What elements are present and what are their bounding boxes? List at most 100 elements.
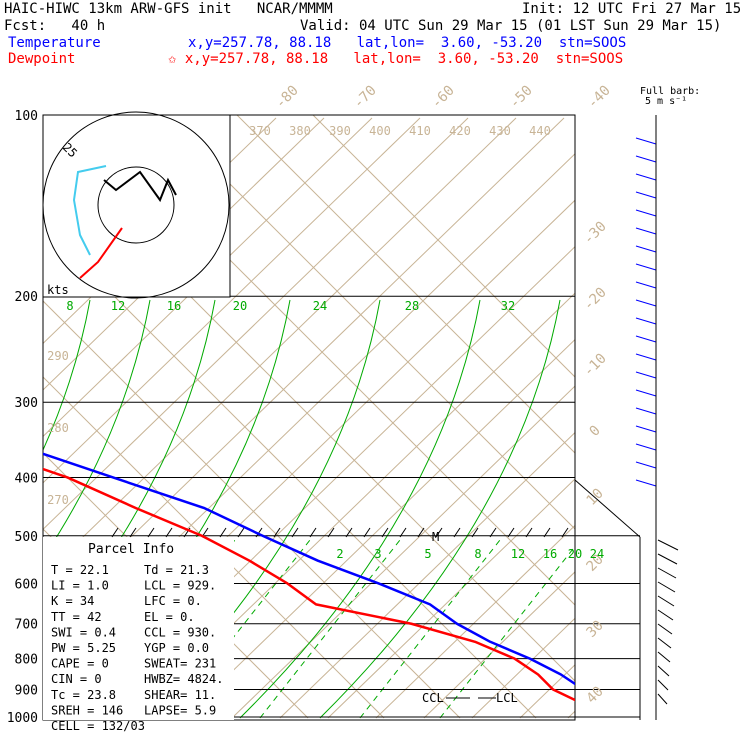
hatch-mark bbox=[291, 527, 299, 538]
mixing-ratio-label: 8 bbox=[474, 547, 481, 561]
wind-barb-flag bbox=[635, 479, 657, 487]
pressure-tick-label: 900 bbox=[15, 683, 38, 698]
hatch-mark bbox=[543, 527, 551, 538]
hatch-mark bbox=[561, 527, 569, 538]
valid-time: Valid: 04 UTC Sun 29 Mar 15 (01 LST Sun … bbox=[300, 18, 722, 34]
isotherm-label: 40 bbox=[584, 684, 607, 707]
dry-adiabat-line bbox=[664, 118, 740, 718]
wind-barb-flag bbox=[635, 389, 657, 397]
mixing-ratio-line bbox=[43, 299, 216, 646]
hatch-mark bbox=[345, 527, 353, 538]
wind-barb-flag bbox=[635, 371, 657, 379]
hatch-mark bbox=[453, 527, 461, 538]
hatch-mark bbox=[507, 527, 515, 538]
parcel-info-box bbox=[43, 537, 234, 720]
hatch-mark bbox=[381, 527, 389, 538]
wind-barb-flag bbox=[635, 191, 657, 199]
mixing-ratio-dashed bbox=[439, 545, 575, 719]
theta-label: 440 bbox=[529, 124, 551, 138]
wind-barb-flag bbox=[657, 623, 673, 635]
wind-barb-flag bbox=[635, 407, 657, 415]
parcel-info-value: LCL = 929. bbox=[144, 579, 216, 593]
parcel-info-value: EL = 0. bbox=[144, 610, 195, 624]
lcl-label: LCL bbox=[496, 691, 518, 705]
theta-label: 380 bbox=[289, 124, 311, 138]
hatch-mark bbox=[309, 527, 317, 538]
wind-barb-flag bbox=[635, 425, 657, 433]
isotherm-line bbox=[43, 224, 537, 719]
mixing-ratio-line bbox=[319, 299, 561, 719]
theta-label: 270 bbox=[47, 493, 69, 507]
dry-adiabat-line bbox=[519, 664, 575, 719]
wind-barb-flag bbox=[657, 595, 675, 607]
temperature-legend-label: Temperature bbox=[8, 35, 101, 51]
mixing-ratio-label: 24 bbox=[313, 299, 327, 313]
theta-label: 280 bbox=[47, 421, 69, 435]
pressure-tick-label: 100 bbox=[15, 109, 38, 124]
dewpoint-legend-label: Dewpoint bbox=[8, 51, 76, 67]
theta-label: 430 bbox=[489, 124, 511, 138]
hatch-mark bbox=[237, 527, 245, 538]
mixing-ratio-label: 12 bbox=[511, 547, 525, 561]
isotherm-label: -50 bbox=[507, 83, 536, 112]
hatch-mark bbox=[471, 527, 479, 538]
hatch-mark bbox=[525, 527, 533, 538]
hodograph-mid-trace bbox=[103, 170, 177, 203]
pressure-tick-label: 600 bbox=[15, 577, 38, 592]
parcel-info-value: CAPE = 0 bbox=[51, 657, 109, 671]
model-title: HAIC-HIWC 13km ARW-GFS init NCAR/MMMM bbox=[4, 1, 333, 17]
m-marker-label: M bbox=[432, 530, 439, 544]
hatch-mark bbox=[327, 527, 335, 538]
parcel-info-value: LFC = 0. bbox=[144, 594, 202, 608]
pressure-tick-label: 1000 bbox=[7, 711, 38, 726]
isotherm-line bbox=[43, 376, 385, 719]
hatch-mark bbox=[399, 527, 407, 538]
parcel-info-value: Tc = 23.8 bbox=[51, 688, 116, 702]
dry-adiabat-line bbox=[471, 617, 575, 719]
hatch-mark bbox=[219, 527, 227, 538]
isotherm-line bbox=[236, 115, 575, 454]
hodograph-outer-ring bbox=[42, 111, 230, 299]
mixing-ratio-line bbox=[239, 299, 481, 719]
wind-barb-flag bbox=[635, 335, 657, 343]
pressure-tick-label: 500 bbox=[15, 530, 38, 545]
parcel-info-title: Parcel Info bbox=[88, 542, 174, 557]
theta-label: 370 bbox=[249, 124, 271, 138]
parcel-info-value: SWI = 0.4 bbox=[51, 625, 116, 639]
hodograph-inner-ring bbox=[97, 166, 175, 244]
isotherm-label: -10 bbox=[581, 351, 610, 380]
hatch-mark bbox=[489, 527, 497, 538]
dry-adiabat-line bbox=[327, 478, 575, 719]
wind-barb-flag bbox=[635, 137, 657, 145]
wind-barb-flag bbox=[635, 209, 657, 217]
dry-adiabat-line bbox=[279, 431, 575, 719]
mixing-ratio-label: 28 bbox=[405, 299, 419, 313]
hatch-mark bbox=[363, 527, 371, 538]
wind-barb-flag bbox=[635, 155, 657, 163]
frame-right-diagonal bbox=[574, 479, 641, 538]
dry-adiabat-line bbox=[616, 118, 740, 718]
mixing-ratio-label: 16 bbox=[543, 547, 557, 561]
isotherm-label: -60 bbox=[429, 83, 458, 112]
mixing-ratio-label: 20 bbox=[233, 299, 247, 313]
dry-adiabat-line bbox=[43, 117, 373, 438]
theta-label: 390 bbox=[329, 124, 351, 138]
wind-barb-flag bbox=[657, 609, 674, 621]
parcel-info-value: YGP = 0.0 bbox=[144, 641, 209, 655]
hatch-mark bbox=[435, 527, 443, 538]
parcel-info-value: T = 22.1 bbox=[51, 563, 109, 577]
isotherm-label: -70 bbox=[351, 83, 380, 112]
mixing-ratio-label: 3 bbox=[374, 547, 381, 561]
dry-adiabat-line bbox=[43, 117, 517, 577]
parcel-info-value: PW = 5.25 bbox=[51, 641, 116, 655]
parcel-info-value: CELL = 132/03 bbox=[51, 719, 145, 733]
wind-barb-flag bbox=[635, 461, 657, 469]
mixing-ratio-dashed bbox=[259, 539, 401, 719]
isotherm-label: 30 bbox=[584, 618, 607, 641]
parcel-info-value: CIN = 0 bbox=[51, 672, 102, 686]
temperature-profile-line bbox=[43, 452, 575, 686]
dry-adiabat-line bbox=[43, 117, 421, 484]
pressure-tick-label: 200 bbox=[15, 290, 38, 305]
pressure-tick-label: 800 bbox=[15, 653, 38, 668]
